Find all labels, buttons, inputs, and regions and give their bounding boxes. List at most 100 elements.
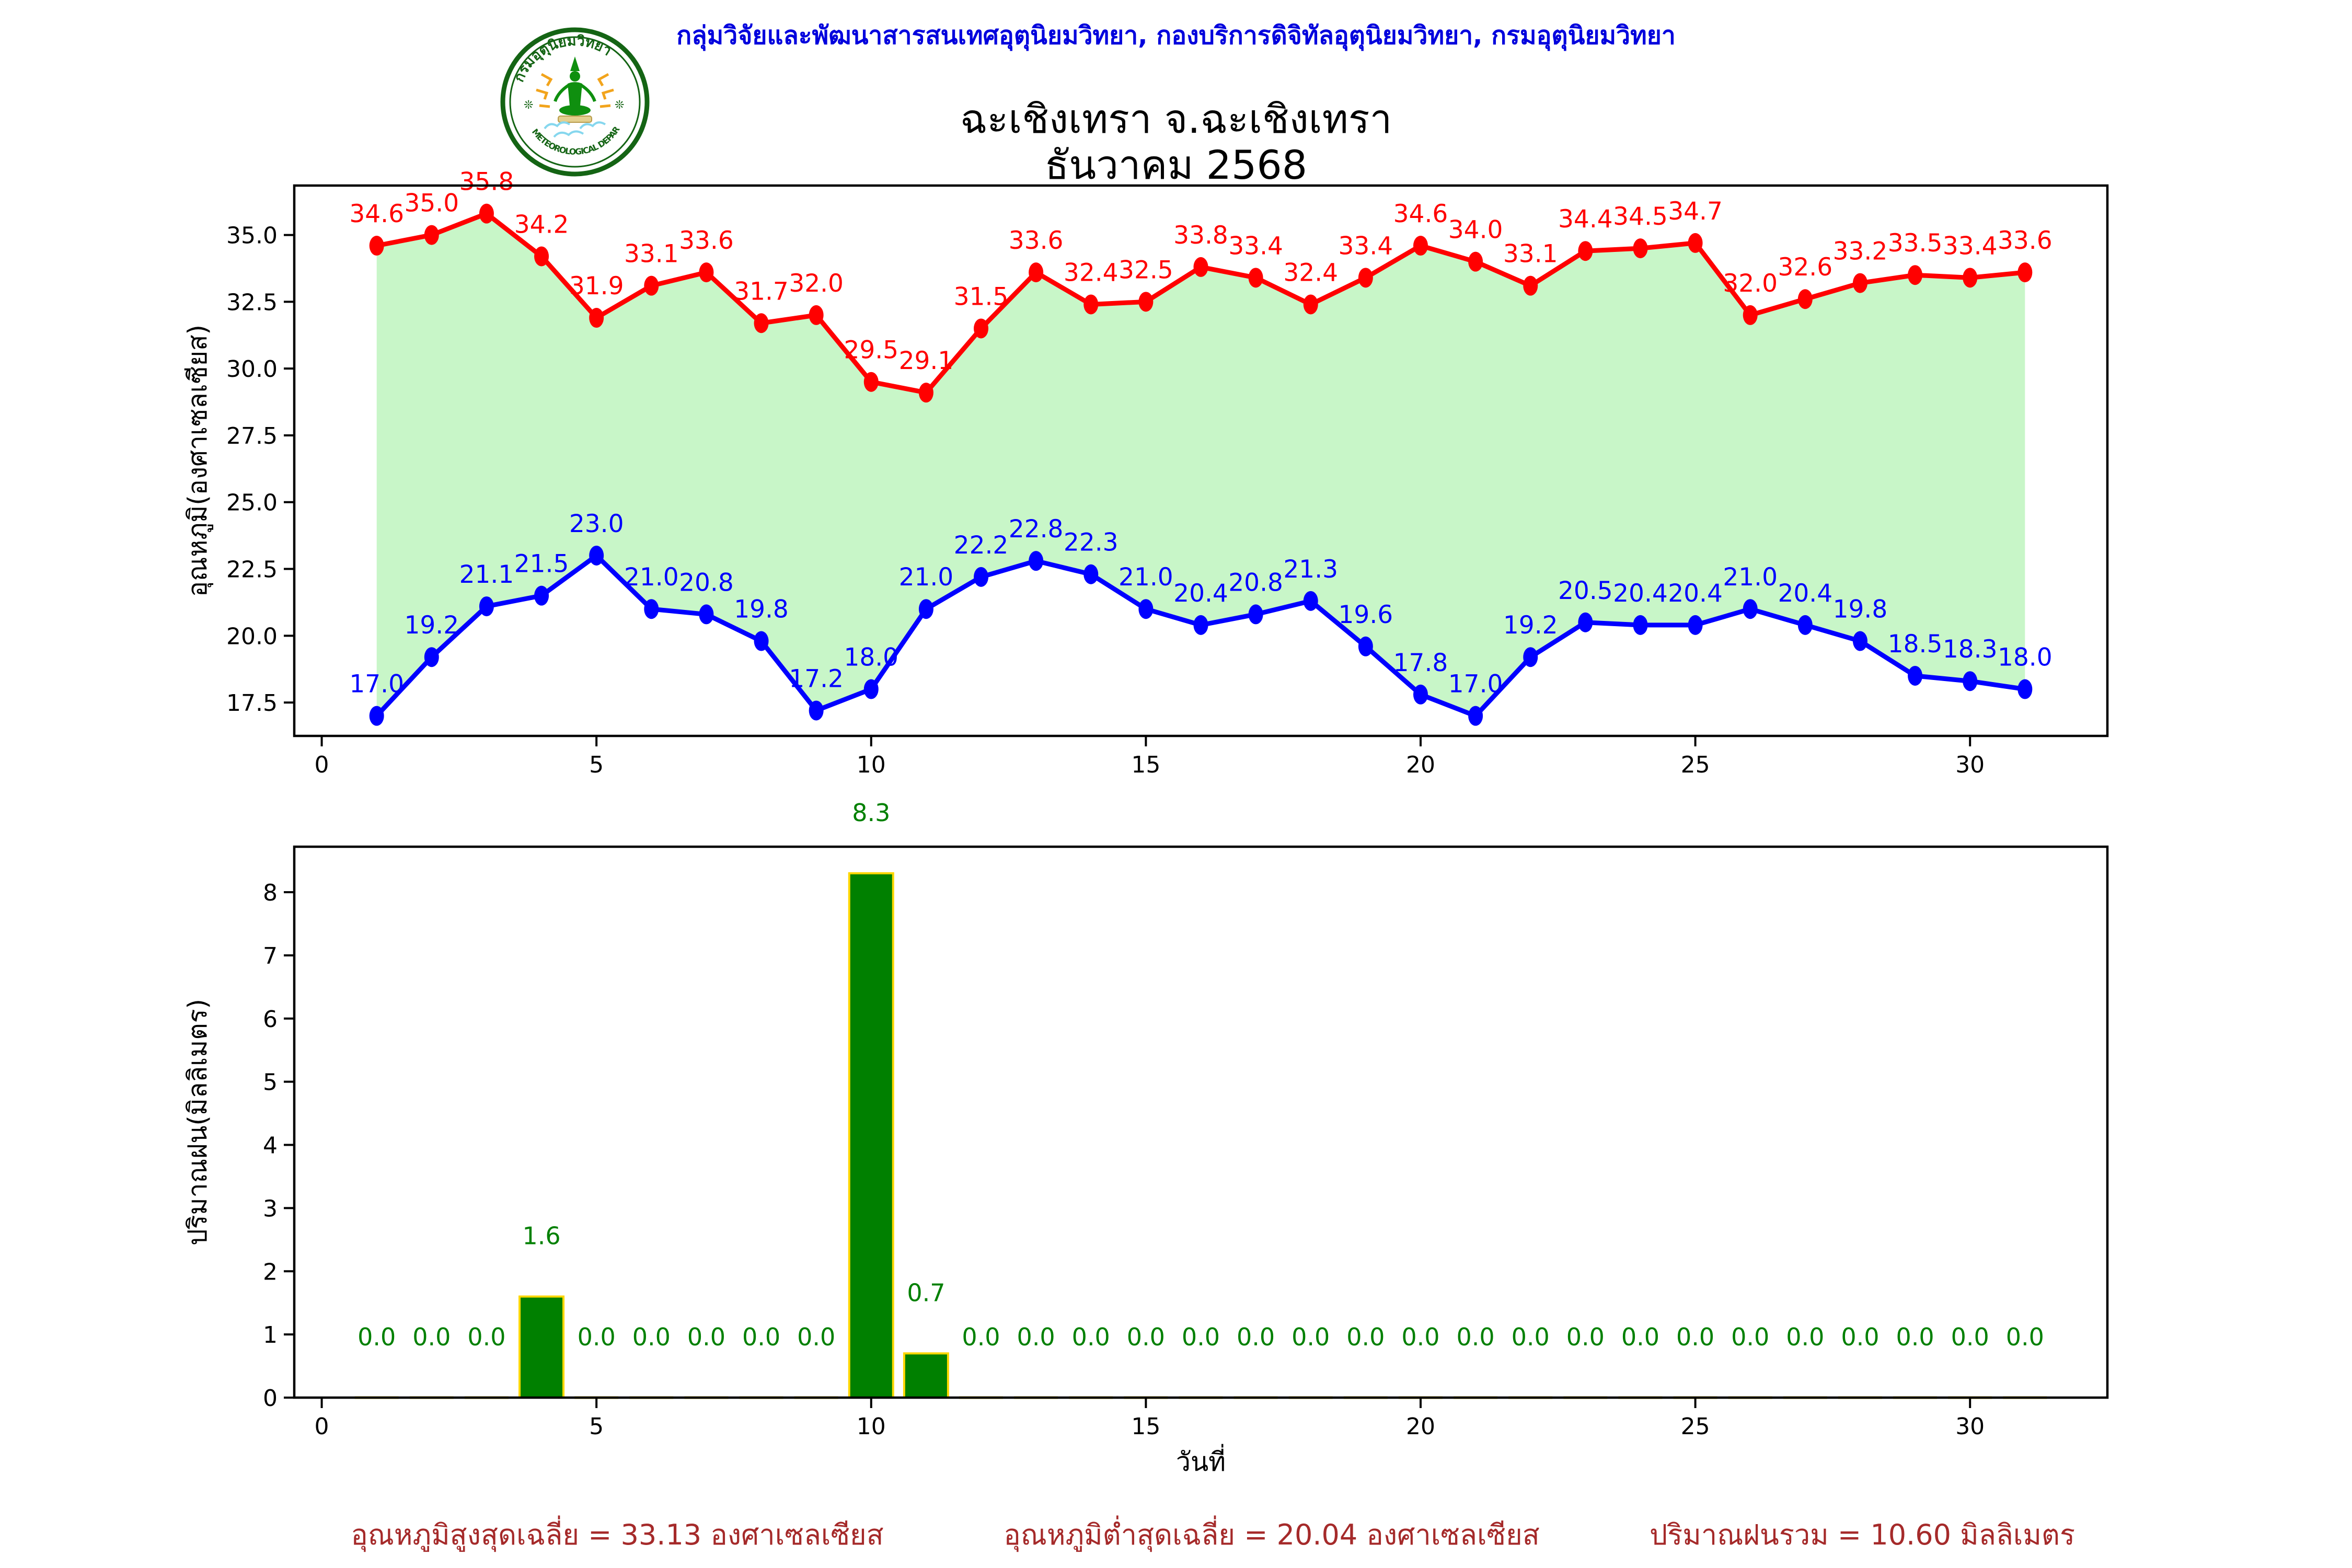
min-temp-point bbox=[1633, 615, 1648, 635]
min-temp-point bbox=[809, 700, 824, 721]
rain-y-tick-label: 3 bbox=[263, 1195, 278, 1222]
rain-bar-label: 0.0 bbox=[1182, 1323, 1220, 1351]
temp-y-tick-label: 27.5 bbox=[226, 423, 278, 449]
rain-x-tick-label: 0 bbox=[315, 1413, 329, 1440]
max-temp-label: 33.1 bbox=[1503, 240, 1558, 269]
logo-deity-icon bbox=[554, 56, 596, 123]
rain-y-tick-label: 8 bbox=[263, 880, 278, 906]
max-temp-label: 31.5 bbox=[954, 282, 1009, 311]
temp-y-tick-label: 35.0 bbox=[226, 223, 278, 249]
max-temp-label: 34.4 bbox=[1558, 205, 1613, 234]
logo-rays-icon bbox=[536, 73, 614, 108]
max-temp-point bbox=[1193, 257, 1208, 277]
min-temp-point bbox=[1852, 631, 1867, 651]
max-temp-label: 35.0 bbox=[404, 189, 459, 218]
rain-bar bbox=[903, 1352, 949, 1399]
min-temp-point bbox=[1248, 604, 1263, 625]
rain-y-axis-label: ปริมาณฝน(มิลลิเมตร) bbox=[182, 999, 213, 1246]
max-temp-label: 33.8 bbox=[1173, 221, 1228, 250]
min-temp-label: 22.3 bbox=[1064, 528, 1119, 557]
rain-bar-label: 0.0 bbox=[1292, 1323, 1330, 1351]
max-temp-point bbox=[754, 313, 769, 333]
min-temp-point bbox=[589, 545, 604, 566]
min-temp-label: 21.3 bbox=[1283, 555, 1338, 584]
max-temp-point bbox=[479, 203, 494, 224]
rain-y-tick-label: 1 bbox=[263, 1322, 278, 1348]
max-temp-label: 31.9 bbox=[569, 272, 624, 301]
temp-chart-frame bbox=[293, 184, 2109, 737]
rain-bar bbox=[518, 1295, 565, 1399]
max-temp-label: 34.7 bbox=[1668, 197, 1723, 226]
min-temp-label: 19.6 bbox=[1339, 601, 1393, 629]
min-temp-point bbox=[699, 604, 714, 625]
max-temp-point bbox=[699, 262, 714, 283]
max-temp-point bbox=[369, 236, 384, 256]
rain-bar-label: 0.0 bbox=[1786, 1323, 1824, 1351]
max-temp-label: 32.4 bbox=[1064, 258, 1119, 287]
max-temp-label: 32.6 bbox=[1778, 253, 1833, 282]
min-temp-point bbox=[1908, 665, 1923, 686]
min-temp-point bbox=[1083, 564, 1099, 584]
temp-y-tick-label: 30.0 bbox=[226, 356, 278, 383]
max-temp-point bbox=[2017, 262, 2033, 283]
rain-bar-label: 0.0 bbox=[1401, 1323, 1439, 1351]
min-temp-label: 20.8 bbox=[679, 568, 734, 597]
max-temp-point bbox=[1963, 268, 1978, 288]
max-temp-label: 33.6 bbox=[1009, 226, 1064, 255]
max-temp-point bbox=[1852, 273, 1867, 293]
min-temp-label: 20.8 bbox=[1228, 568, 1283, 597]
temp-y-axis-label: อุณหภูมิ(องศาเซลเซียส) bbox=[182, 325, 213, 597]
min-temp-label: 22.8 bbox=[1009, 515, 1064, 544]
min-temp-label: 21.0 bbox=[624, 563, 679, 592]
max-temp-label: 32.0 bbox=[1723, 269, 1778, 298]
max-temp-label: 32.0 bbox=[789, 269, 844, 298]
min-temp-label: 17.2 bbox=[789, 664, 844, 693]
temp-x-tick-label: 25 bbox=[1681, 752, 1710, 778]
max-temp-point bbox=[1083, 294, 1099, 315]
max-temp-point bbox=[1468, 251, 1483, 272]
min-temp-point bbox=[1358, 636, 1373, 656]
summary-max-temp-average: อุณหภูมิสูงสุดเฉลี่ย = 33.13 องศาเซลเซีย… bbox=[351, 1518, 884, 1551]
rain-y-tick-label: 7 bbox=[263, 943, 278, 970]
min-temp-label: 21.0 bbox=[899, 563, 954, 592]
max-temp-label: 33.2 bbox=[1833, 237, 1888, 266]
rain-bar-label: 0.0 bbox=[1072, 1323, 1110, 1351]
min-temp-label: 18.5 bbox=[1888, 630, 1943, 659]
rain-bar-label: 0.0 bbox=[1512, 1323, 1550, 1351]
max-temp-label: 33.1 bbox=[624, 240, 679, 269]
logo-clouds-icon bbox=[544, 121, 606, 138]
rain-x-tick-label: 10 bbox=[857, 1413, 886, 1440]
rain-bar-label: 0.0 bbox=[1237, 1323, 1275, 1351]
max-temp-point bbox=[534, 246, 549, 267]
rain-bar-label: 0.0 bbox=[1731, 1323, 1769, 1351]
min-temp-label: 20.4 bbox=[1613, 579, 1668, 608]
max-temp-point bbox=[1303, 294, 1318, 315]
rain-y-tick-label: 0 bbox=[263, 1385, 278, 1412]
rain-bar-label: 0.0 bbox=[1621, 1323, 1659, 1351]
max-temp-label: 35.8 bbox=[459, 168, 514, 197]
max-temp-point bbox=[1523, 275, 1538, 296]
rain-bar-label: 1.6 bbox=[522, 1222, 560, 1250]
max-temp-label: 34.6 bbox=[1393, 200, 1448, 228]
min-temp-label: 19.8 bbox=[1833, 595, 1888, 624]
max-temp-point bbox=[644, 275, 659, 296]
min-temp-label: 22.2 bbox=[954, 531, 1009, 560]
page-subtitle: ธันวาคม 2568 bbox=[1044, 142, 1308, 188]
max-temp-point bbox=[1248, 268, 1263, 288]
rain-bar-label: 0.0 bbox=[1017, 1323, 1055, 1351]
min-temp-label: 21.1 bbox=[459, 560, 514, 589]
min-temp-point bbox=[1193, 615, 1208, 635]
temp-range-band bbox=[376, 213, 2025, 716]
min-temp-point bbox=[1029, 551, 1044, 571]
max-temp-point bbox=[1633, 238, 1648, 259]
rain-bar-label: 0.0 bbox=[797, 1323, 835, 1351]
rain-bar bbox=[848, 872, 894, 1399]
min-temp-point bbox=[1688, 615, 1703, 635]
rain-bar-label: 0.0 bbox=[578, 1323, 616, 1351]
header-org-line: กลุ่มวิจัยและพัฒนาสารสนเทศอุตุนิยมวิทยา,… bbox=[676, 21, 1676, 50]
page-title: ฉะเชิงเทรา จ.ฉะเชิงเทรา bbox=[960, 96, 1392, 142]
temp-x-tick-label: 30 bbox=[1955, 752, 1985, 778]
min-temp-label: 21.5 bbox=[514, 550, 569, 579]
max-temp-label: 33.6 bbox=[679, 226, 734, 255]
